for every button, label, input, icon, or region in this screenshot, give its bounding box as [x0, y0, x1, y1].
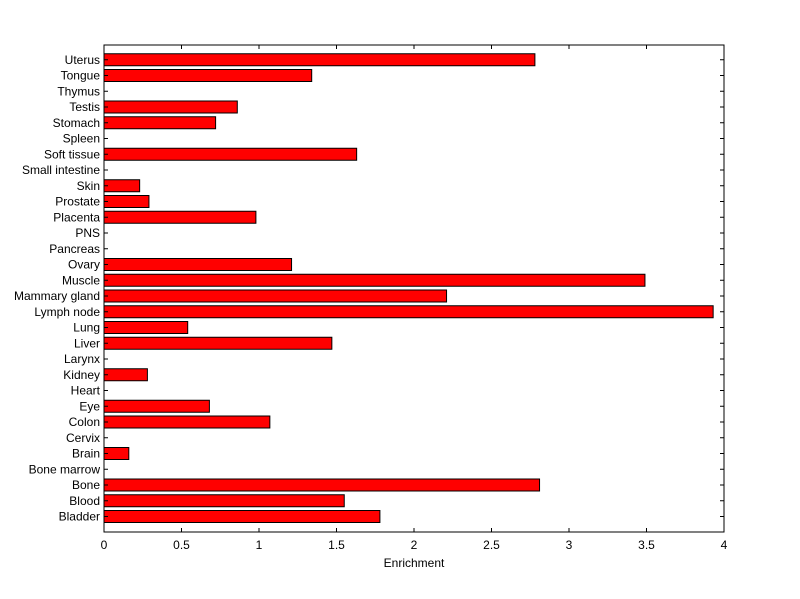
- y-tick-label: Lymph node: [34, 305, 100, 319]
- x-tick-label: 0: [101, 538, 108, 552]
- bar-eye: [103, 399, 210, 413]
- y-tick-label: Placenta: [53, 210, 100, 224]
- y-tick-label: Bone: [72, 478, 100, 492]
- ticks-group: [103, 45, 725, 532]
- y-tick-label: Spleen: [63, 132, 100, 146]
- y-tick-label: Larynx: [64, 352, 100, 366]
- bar-bladder: [103, 510, 381, 523]
- bar-placenta: [103, 210, 257, 224]
- y-tick-label: Mammary gland: [14, 289, 100, 303]
- y-tick-label: Testis: [69, 100, 100, 114]
- y-tick-label: Muscle: [62, 273, 100, 287]
- x-axis-label: Enrichment: [384, 556, 445, 570]
- y-tick-label: Heart: [71, 384, 101, 398]
- bars-group: [103, 53, 714, 523]
- y-tick-label: Liver: [74, 336, 100, 350]
- bar-kidney: [103, 368, 148, 382]
- bar-skin: [103, 179, 141, 193]
- bar-tongue: [103, 69, 313, 82]
- y-tick-label: Pancreas: [49, 242, 100, 256]
- bar-muscle: [103, 273, 646, 287]
- bar-colon: [103, 415, 271, 429]
- bar-blood: [103, 494, 345, 508]
- x-tick-label: 0.5: [173, 538, 190, 552]
- bar-stomach: [103, 116, 217, 130]
- x-tick-label: 2: [411, 538, 418, 552]
- y-tick-label: PNS: [75, 226, 100, 240]
- bar-uterus: [103, 53, 536, 67]
- x-tick-label: 3.5: [638, 538, 655, 552]
- x-tick-label: 3: [566, 538, 573, 552]
- bar-prostate: [103, 195, 150, 208]
- y-tick-label: Stomach: [53, 116, 100, 130]
- y-tick-label: Bladder: [59, 510, 100, 524]
- x-tick-label: 2.5: [483, 538, 500, 552]
- y-tick-label: Blood: [69, 494, 100, 508]
- bar-soft-tissue: [103, 147, 358, 161]
- y-tick-label: Eye: [79, 399, 100, 413]
- y-tick-label: Small intestine: [22, 163, 100, 177]
- bar-lung: [103, 321, 189, 334]
- y-tick-label: Tongue: [61, 69, 101, 83]
- x-tick-label: 1.5: [328, 538, 345, 552]
- x-tick-label: 4: [721, 538, 728, 552]
- y-tick-label: Lung: [73, 321, 100, 335]
- bar-bone: [103, 478, 541, 492]
- y-tick-label: Ovary: [68, 258, 100, 272]
- bar-testis: [103, 100, 238, 114]
- y-tick-label: Bone marrow: [29, 462, 101, 476]
- x-tick-labels: 0 0.5 1 1.5 2 2.5 3 3.5 4: [101, 538, 728, 552]
- y-tick-label: Uterus: [65, 53, 100, 67]
- bar-liver: [103, 336, 333, 350]
- y-tick-label: Prostate: [55, 195, 100, 209]
- y-tick-label: Brain: [72, 447, 100, 461]
- y-tick-label: Colon: [69, 415, 100, 429]
- bar-ovary: [103, 258, 293, 271]
- bar-lymph-node: [103, 305, 714, 319]
- y-tick-label: Soft tissue: [44, 147, 100, 161]
- y-tick-label: Thymus: [57, 84, 100, 98]
- y-tick-label: Skin: [77, 179, 100, 193]
- bar-mammary-gland: [103, 289, 448, 303]
- y-tick-label: Kidney: [63, 368, 100, 382]
- x-tick-label: 1: [256, 538, 263, 552]
- y-tick-label: Cervix: [66, 431, 100, 445]
